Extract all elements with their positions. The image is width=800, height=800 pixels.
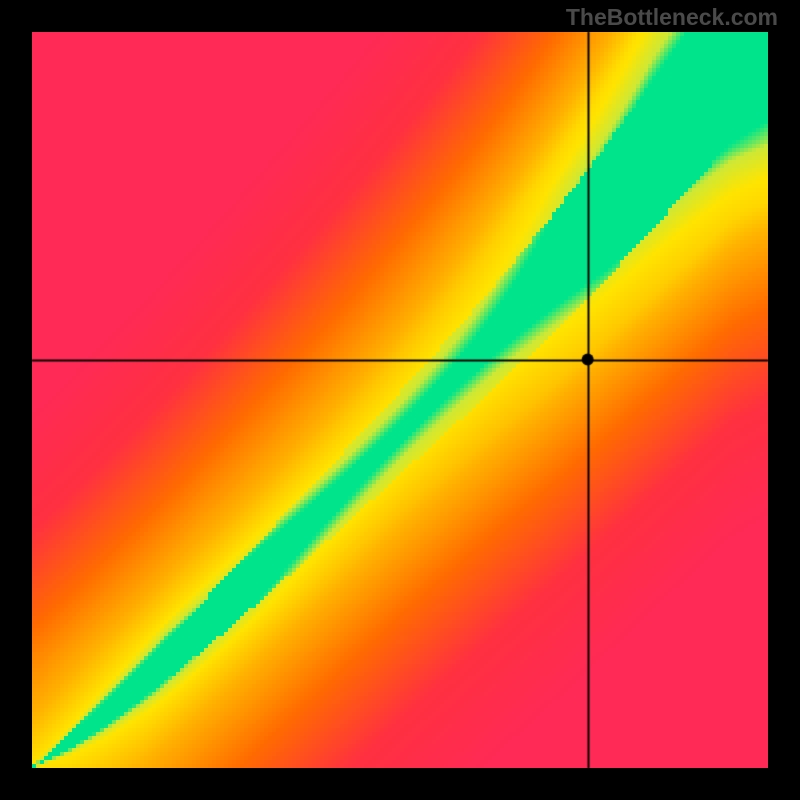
watermark-text: TheBottleneck.com	[566, 4, 778, 31]
chart-container: TheBottleneck.com	[0, 0, 800, 800]
bottleneck-heatmap	[32, 32, 768, 768]
